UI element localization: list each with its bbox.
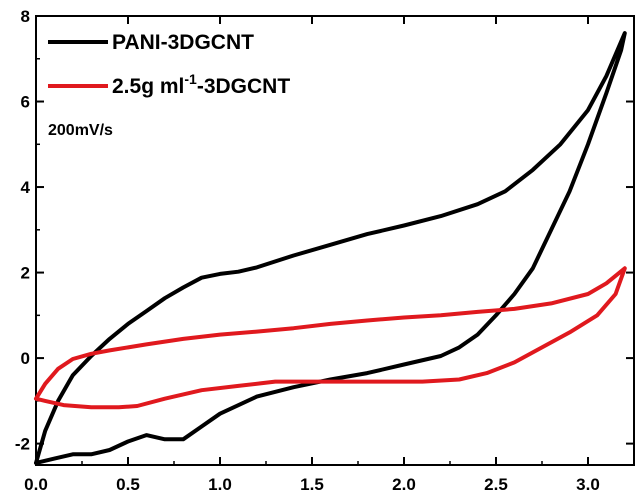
legend: PANI-3DGCNT 2.5g ml-1-3DGCNT <box>48 31 290 98</box>
x-tick-label: 0.0 <box>24 475 48 494</box>
y-tick-label: 0 <box>21 349 30 368</box>
y-tick-label: 6 <box>21 93 30 112</box>
x-tick-label: 2.0 <box>392 475 416 494</box>
series-line-1 <box>34 266 627 410</box>
axes: 0.0 0.5 1.0 1.5 2.0 2.5 3.0 -2 0 2 4 6 8 <box>15 7 635 494</box>
series-line-0 <box>34 31 627 465</box>
x-tick-label: 1.5 <box>300 475 324 494</box>
x-tick-label: 3.0 <box>576 475 600 494</box>
legend-label-pani: PANI-3DGCNT <box>112 31 254 54</box>
x-tick-label: 2.5 <box>484 475 508 494</box>
plot-frame <box>35 15 635 466</box>
legend-label-superscript: -1 <box>184 71 197 87</box>
scan-rate-annotation: 200mV/s <box>48 122 113 139</box>
x-tick-label: 0.5 <box>116 475 140 494</box>
y-tick-label: -2 <box>15 435 30 454</box>
y-tick-label: 4 <box>21 178 31 197</box>
y-tick-label: 8 <box>21 7 30 26</box>
series-lines <box>34 31 627 465</box>
y-tick-label: 2 <box>21 264 30 283</box>
legend-label-main: 2.5g ml <box>112 75 184 98</box>
legend-label-2.5g: 2.5g ml-1-3DGCNT <box>112 71 290 98</box>
x-tick-label: 1.0 <box>208 475 232 494</box>
legend-label-tail: -3DGCNT <box>197 75 291 98</box>
